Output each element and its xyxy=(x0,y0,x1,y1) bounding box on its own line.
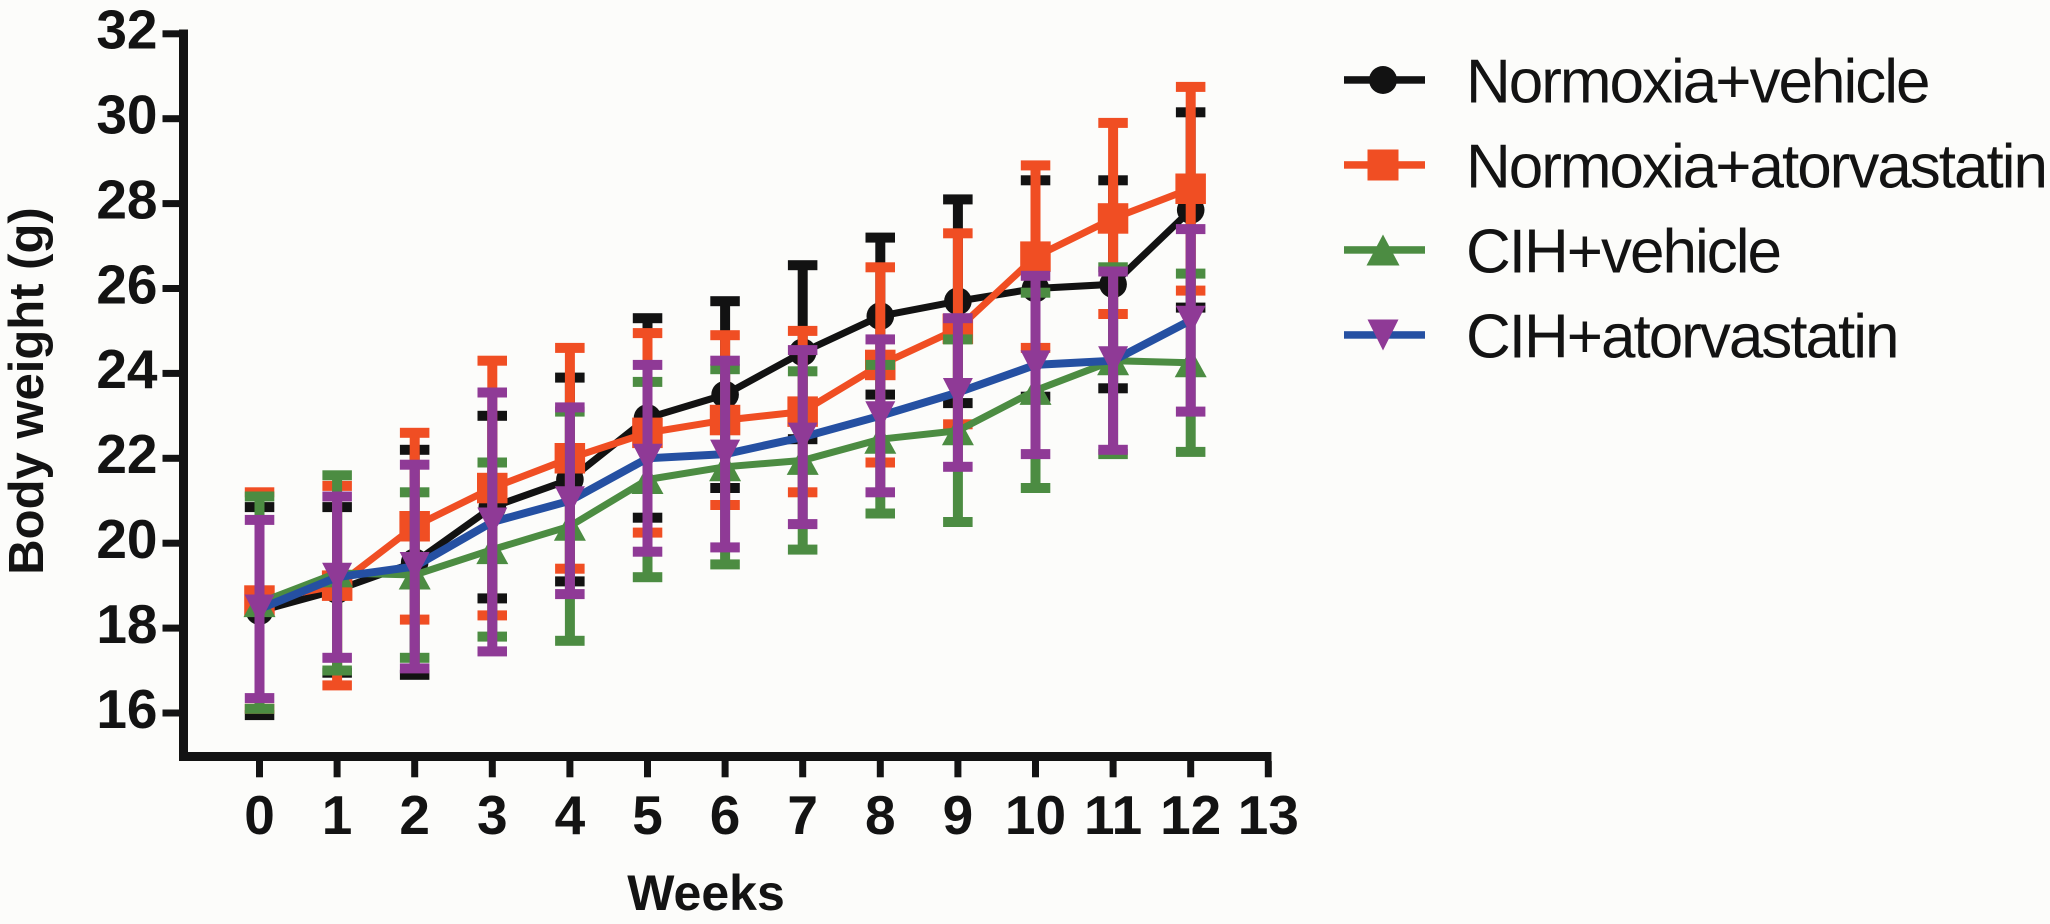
svg-text:4: 4 xyxy=(555,784,586,846)
svg-text:Normoxia+vehicle: Normoxia+vehicle xyxy=(1466,47,1929,116)
svg-text:32: 32 xyxy=(96,0,157,61)
svg-text:2: 2 xyxy=(399,784,430,846)
svg-text:11: 11 xyxy=(1084,784,1142,846)
svg-text:6: 6 xyxy=(710,784,741,846)
svg-text:30: 30 xyxy=(96,84,157,146)
svg-text:7: 7 xyxy=(787,784,818,846)
svg-text:13: 13 xyxy=(1238,784,1299,846)
svg-text:8: 8 xyxy=(865,784,896,846)
svg-text:26: 26 xyxy=(96,253,157,315)
svg-text:0: 0 xyxy=(244,784,275,846)
svg-text:12: 12 xyxy=(1160,784,1221,846)
svg-text:Weeks: Weeks xyxy=(627,865,785,921)
svg-text:16: 16 xyxy=(96,678,157,740)
svg-text:Body weight (g): Body weight (g) xyxy=(0,207,54,574)
svg-text:20: 20 xyxy=(96,508,157,570)
svg-text:1: 1 xyxy=(322,784,353,846)
svg-text:9: 9 xyxy=(943,784,974,846)
svg-text:Normoxia+atorvastatin: Normoxia+atorvastatin xyxy=(1466,132,2046,201)
svg-text:10: 10 xyxy=(1005,784,1066,846)
svg-text:22: 22 xyxy=(96,423,157,485)
svg-text:28: 28 xyxy=(96,168,157,230)
svg-text:24: 24 xyxy=(96,338,158,400)
svg-text:18: 18 xyxy=(96,593,157,655)
svg-text:5: 5 xyxy=(632,784,663,846)
svg-text:CIH+vehicle: CIH+vehicle xyxy=(1466,217,1780,286)
svg-text:3: 3 xyxy=(477,784,508,846)
svg-text:CIH+atorvastatin: CIH+atorvastatin xyxy=(1466,302,1898,371)
